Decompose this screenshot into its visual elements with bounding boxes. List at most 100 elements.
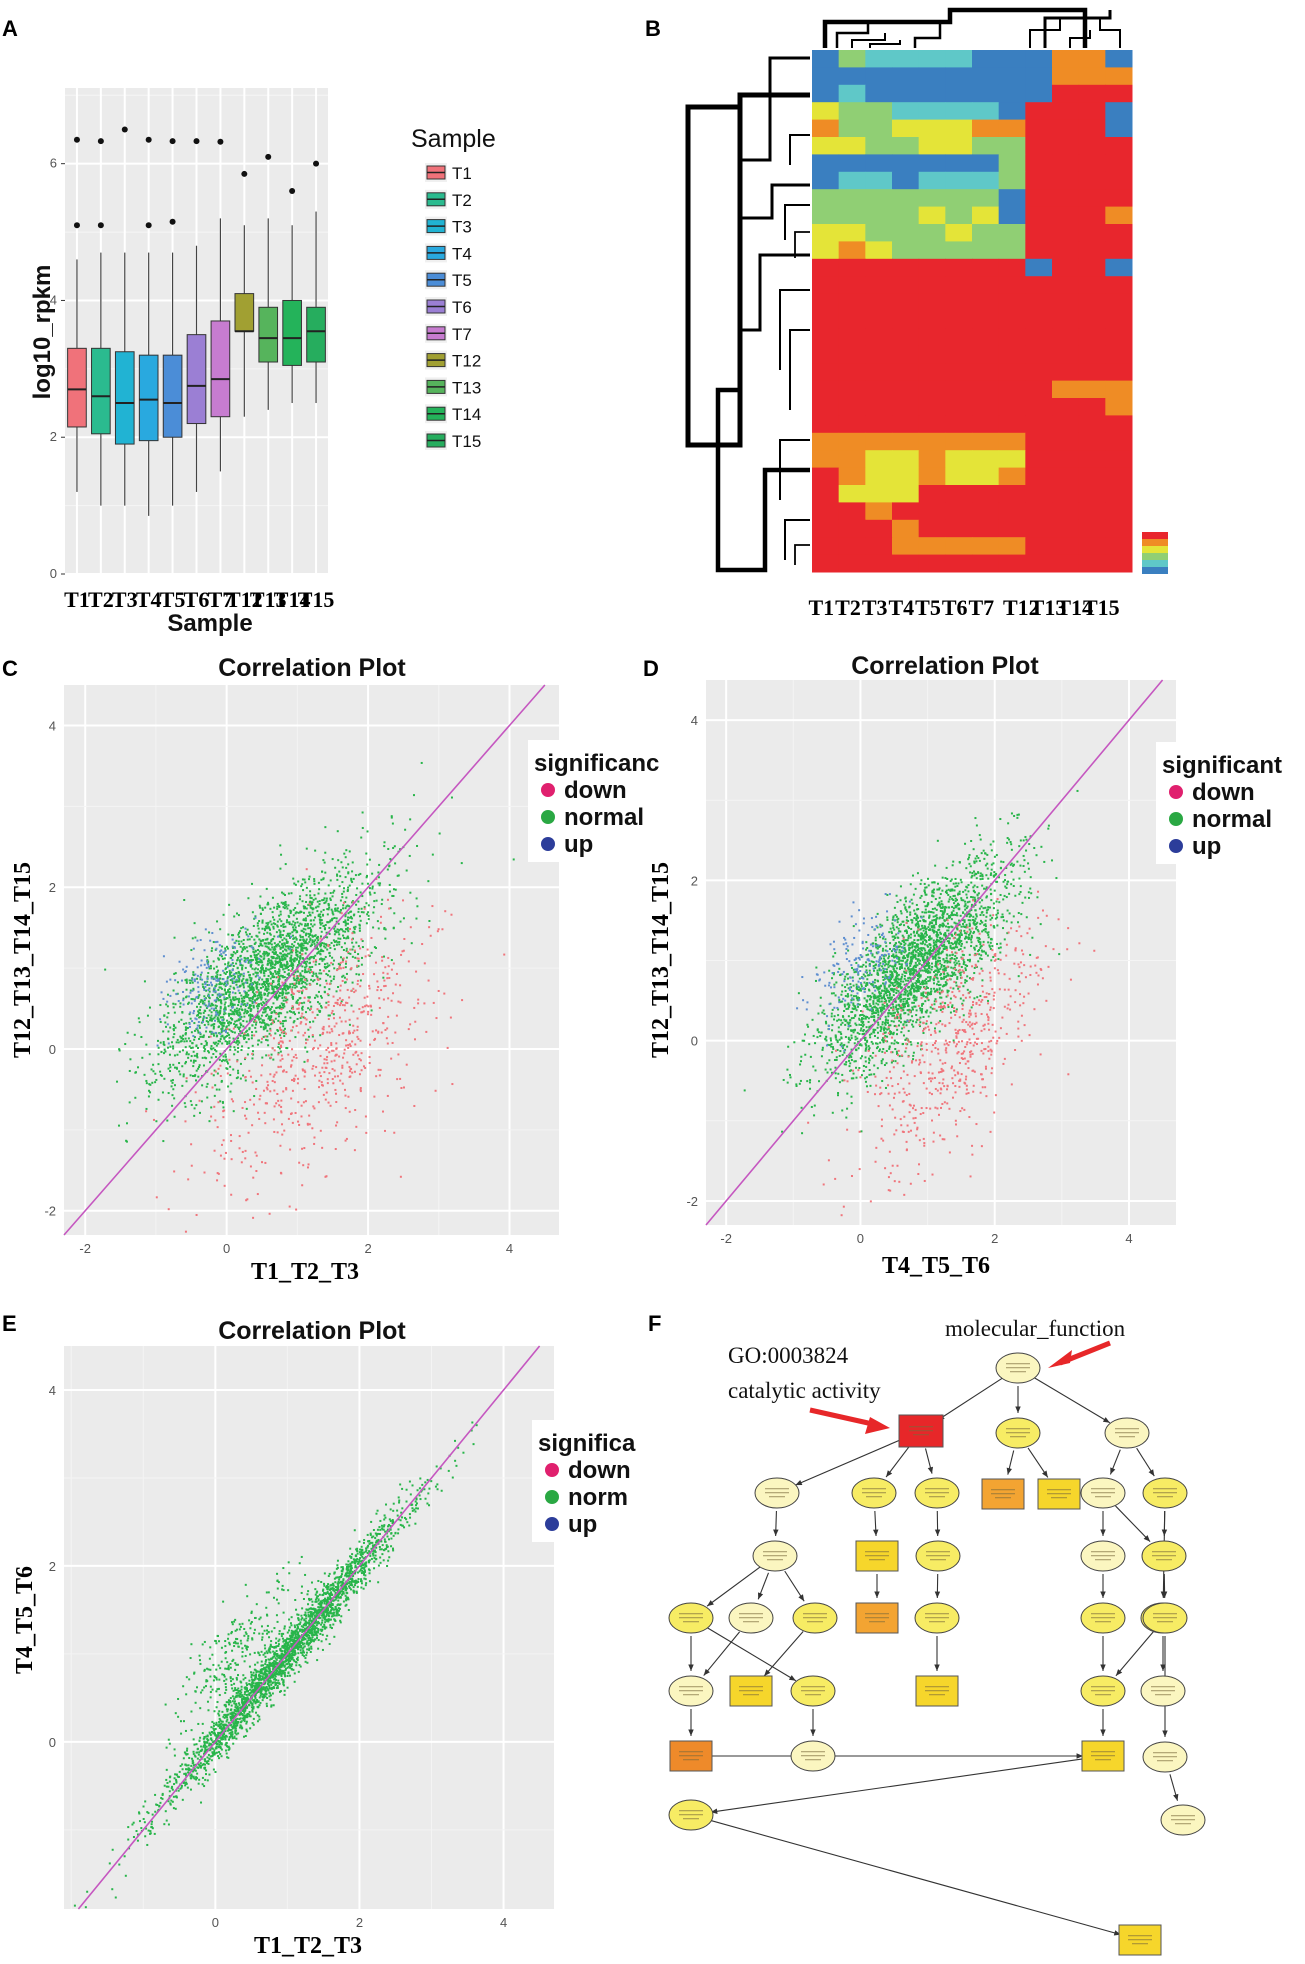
heatmap-cell [945,519,973,538]
point [209,939,212,942]
point [877,1021,880,1024]
point [884,1015,887,1018]
point [311,901,314,904]
point [954,897,957,900]
point [267,903,270,906]
point [914,986,917,989]
point [233,1053,236,1056]
point [196,1014,199,1017]
point [327,1017,330,1020]
point [214,990,217,993]
heatmap-cell [945,380,973,399]
point [324,1006,327,1009]
heatmap-cell [972,415,1000,434]
point [354,989,357,992]
point [278,929,281,932]
point [272,1002,275,1005]
point [282,923,285,926]
point [178,1062,181,1065]
heatmap-cell [918,224,946,242]
boxplot-legend-title: Sample [411,125,496,153]
point [282,1025,285,1028]
point [432,1001,435,1004]
heatmap-cell [998,363,1026,382]
heatmap-cell [945,154,973,173]
point [229,1090,232,1093]
point [242,926,245,929]
point [203,1044,206,1047]
point [931,891,934,894]
point [319,921,322,924]
point [1022,854,1025,857]
point [870,973,873,976]
point [962,985,965,988]
point [379,921,382,924]
point [296,1082,299,1085]
point [324,946,327,949]
point [243,945,246,948]
point [269,967,272,970]
point [244,1079,247,1082]
point [876,1036,879,1039]
point [279,934,282,937]
point [264,969,267,972]
point [194,973,197,976]
dendrogram-branch [822,7,1088,48]
point [356,887,359,890]
point [380,915,383,918]
point [246,1198,249,1201]
point [311,1048,314,1051]
point [359,891,362,894]
point [841,1053,844,1056]
point [296,964,299,967]
heatmap-cell [1025,450,1053,469]
point [210,949,213,952]
point [357,959,360,962]
point [235,1007,238,1010]
point [885,994,888,997]
point [970,909,973,912]
heatmap-cell [972,554,1000,573]
point [195,1045,198,1048]
heatmap-cell [918,102,946,121]
point [269,1008,272,1011]
point [951,1004,954,1007]
heatmap-cell [1052,102,1080,121]
point [251,1002,254,1005]
point [266,1035,269,1038]
point [224,1040,227,1043]
point [338,1055,341,1058]
point [293,940,296,943]
point [346,1002,349,1005]
point [256,935,259,938]
heatmap-cell [865,380,893,399]
point [372,911,375,914]
point [308,1021,311,1024]
point [342,974,345,977]
x-tick-label: -2 [79,1241,91,1256]
point [276,970,279,973]
point [214,1031,217,1034]
point [867,953,870,956]
point [316,1001,319,1004]
heatmap-cell [1105,241,1133,260]
point [293,960,296,963]
point [265,1086,268,1089]
point [830,1012,833,1015]
point [272,1118,275,1121]
point [344,900,347,903]
point [215,983,218,986]
point [935,923,938,926]
point [291,982,294,985]
point [238,978,241,981]
point [340,912,343,915]
point [348,1043,351,1046]
point [329,1104,332,1107]
point [943,969,946,972]
point [950,933,953,936]
point [184,1062,187,1065]
point [885,987,888,990]
point [314,1016,317,1019]
point [939,959,942,962]
